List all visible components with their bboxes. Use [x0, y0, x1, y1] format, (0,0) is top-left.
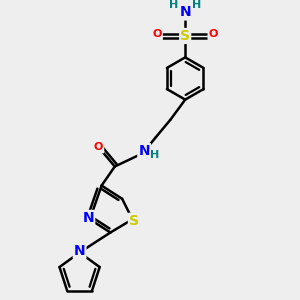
Text: O: O: [94, 142, 103, 152]
Text: O: O: [153, 29, 162, 40]
Text: N: N: [138, 144, 150, 158]
Text: N: N: [82, 211, 94, 225]
Text: O: O: [208, 29, 218, 40]
Text: N: N: [74, 244, 85, 258]
Text: S: S: [180, 29, 190, 43]
Text: H: H: [150, 150, 160, 160]
Text: H: H: [169, 0, 179, 10]
Text: H: H: [192, 0, 201, 10]
Text: S: S: [129, 214, 139, 228]
Text: N: N: [179, 5, 191, 20]
